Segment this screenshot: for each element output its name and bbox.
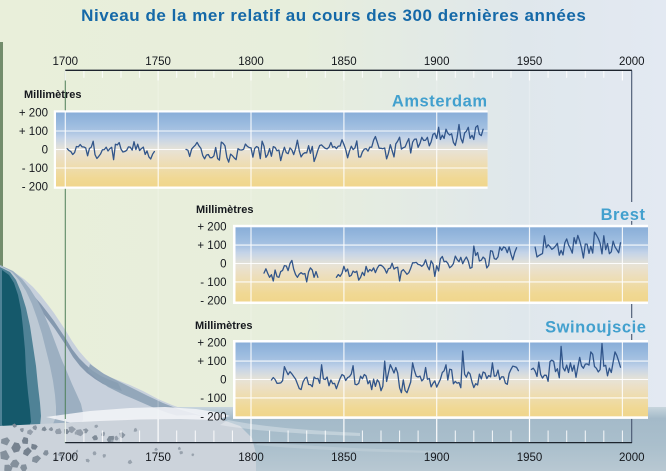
svg-text:Millimètres: Millimètres [24, 89, 81, 101]
svg-text:0: 0 [220, 375, 226, 387]
svg-text:Swinoujscie: Swinoujscie [545, 319, 646, 337]
svg-text:- 100: - 100 [200, 277, 226, 289]
svg-text:1800: 1800 [238, 452, 264, 464]
svg-text:0: 0 [220, 259, 226, 271]
svg-text:- 200: - 200 [200, 411, 226, 423]
svg-text:1950: 1950 [517, 56, 543, 68]
svg-text:1750: 1750 [145, 452, 171, 464]
svg-text:1850: 1850 [331, 452, 357, 464]
svg-text:1700: 1700 [53, 452, 79, 464]
svg-text:+ 100: + 100 [197, 356, 226, 368]
svg-text:- 200: - 200 [22, 182, 48, 194]
svg-text:- 200: - 200 [200, 295, 226, 307]
svg-text:1750: 1750 [145, 56, 171, 68]
svg-text:2000: 2000 [619, 452, 645, 464]
svg-text:+ 200: + 200 [197, 338, 226, 350]
svg-text:Niveau de la mer relatif au co: Niveau de la mer relatif au cours des 30… [81, 6, 586, 25]
svg-text:1800: 1800 [238, 56, 264, 68]
svg-text:- 100: - 100 [22, 163, 48, 175]
svg-text:Millimètres: Millimètres [195, 320, 252, 332]
svg-text:+ 200: + 200 [197, 222, 226, 234]
svg-text:1900: 1900 [424, 56, 450, 68]
svg-text:Millimètres: Millimètres [196, 204, 253, 216]
svg-text:1850: 1850 [331, 56, 357, 68]
svg-text:1950: 1950 [517, 452, 543, 464]
svg-text:Amsterdam: Amsterdam [392, 93, 488, 111]
svg-text:Brest: Brest [601, 206, 646, 224]
svg-text:1900: 1900 [424, 452, 450, 464]
svg-text:+ 100: + 100 [197, 240, 226, 252]
svg-text:+ 200: + 200 [19, 108, 48, 120]
svg-text:- 100: - 100 [200, 393, 226, 405]
svg-text:0: 0 [42, 145, 48, 157]
svg-text:+ 100: + 100 [19, 126, 48, 138]
svg-text:1700: 1700 [53, 56, 79, 68]
svg-text:2000: 2000 [619, 56, 645, 68]
